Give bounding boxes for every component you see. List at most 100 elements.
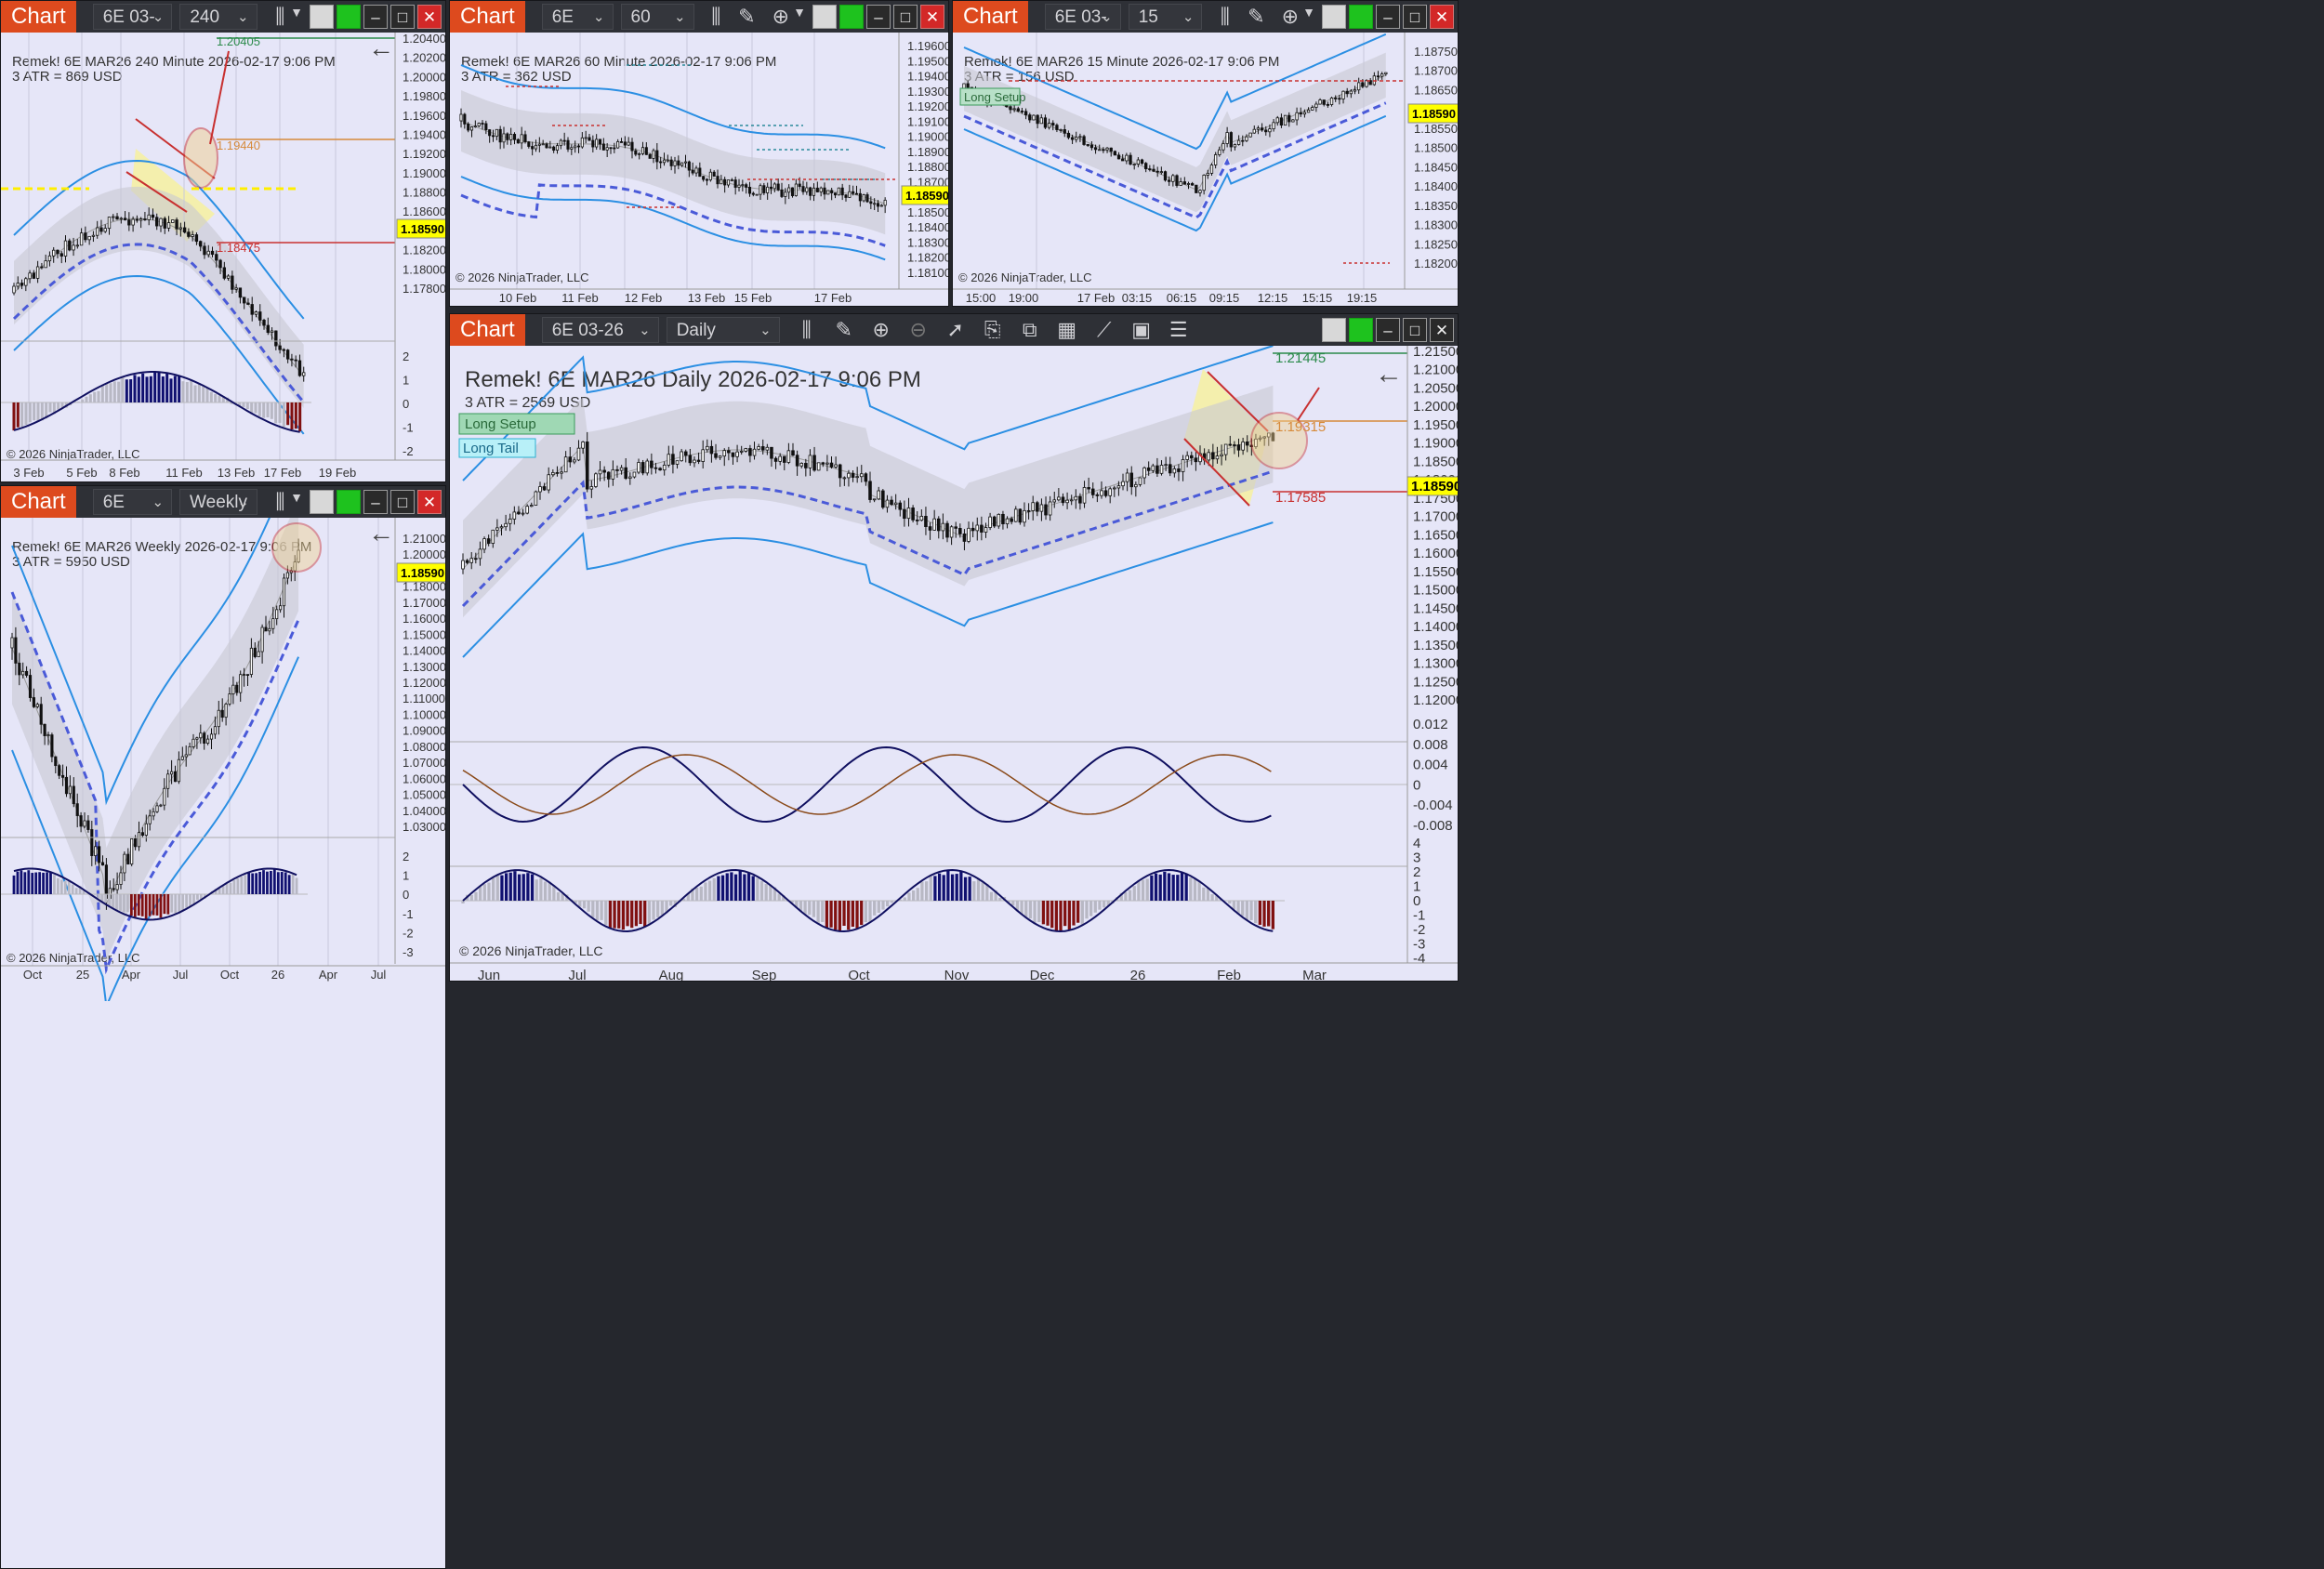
- link-toggle[interactable]: [812, 5, 837, 29]
- instrument-selector[interactable]: 6E 03-26⌄: [92, 4, 173, 53]
- chart-tab[interactable]: Chart: [450, 1, 525, 33]
- candle-body: [1163, 171, 1168, 181]
- close-button[interactable]: ✕: [1430, 318, 1454, 342]
- properties-icon[interactable]: ⧉: [1022, 318, 1037, 341]
- templates-icon[interactable]: ▣: [1131, 318, 1152, 341]
- histogram-bar: [691, 888, 694, 901]
- strategies-icon[interactable]: ⟋: [1096, 318, 1112, 341]
- candle-body: [1380, 73, 1384, 77]
- histogram-bar: [1072, 901, 1076, 926]
- chevron-down-icon[interactable]: ▼: [1302, 5, 1315, 20]
- data-box-icon[interactable]: ⎘: [984, 318, 1001, 341]
- price-chart-daily[interactable]: Remek! 6E MAR26 Daily 2026-02-17 9:06 PM…: [450, 346, 1459, 982]
- zoom-out-icon[interactable]: ⊖: [909, 318, 927, 341]
- green-indicator[interactable]: [337, 5, 361, 29]
- close-button[interactable]: ✕: [1430, 5, 1455, 29]
- instrument-selector[interactable]: 6E 03-26⌄: [541, 317, 659, 343]
- interval-selector[interactable]: 15 Minute⌄: [1128, 4, 1203, 53]
- histogram-bar: [266, 871, 269, 894]
- link-toggle[interactable]: [1322, 5, 1347, 29]
- bar-type-icon[interactable]: ⫼: [275, 5, 285, 28]
- candle-body: [1260, 127, 1264, 131]
- instrument-selector[interactable]: 6E 03-26⌄: [541, 4, 614, 53]
- bar-type-icon[interactable]: ⫼: [275, 490, 285, 513]
- price-chart-15[interactable]: Remek! 6E MAR26 15 Minute 2026-02-17 9:0…: [953, 33, 1459, 307]
- maximize-button[interactable]: □: [390, 5, 415, 29]
- bar-type-icon[interactable]: ⫼: [801, 318, 812, 341]
- bar-type-icon[interactable]: ⫼: [711, 5, 721, 28]
- candle-body: [199, 241, 203, 247]
- price-chart-240[interactable]: Remek! 6E MAR26 240 Minute 2026-02-17 9:…: [1, 33, 446, 482]
- osc-tick: 1: [403, 869, 409, 883]
- minimize-button[interactable]: –: [1376, 318, 1400, 342]
- candle-body: [680, 162, 684, 166]
- chart-tab[interactable]: Chart: [450, 314, 525, 346]
- chart-tab[interactable]: Chart: [1, 486, 76, 518]
- candle-body: [523, 134, 527, 143]
- zoom-icon[interactable]: ⊕: [772, 5, 789, 28]
- indicators-icon[interactable]: ▦: [1057, 318, 1077, 341]
- histogram-bar: [924, 881, 929, 901]
- chart-tab[interactable]: Chart: [1, 1, 76, 33]
- pointer-icon[interactable]: ➚: [946, 318, 964, 341]
- maximize-button[interactable]: □: [390, 490, 415, 514]
- minimize-button[interactable]: –: [1376, 5, 1401, 29]
- close-button[interactable]: ✕: [417, 5, 442, 29]
- zoom-in-icon[interactable]: ⊕: [872, 318, 890, 341]
- instrument-selector[interactable]: 6E MAR26⌄: [92, 489, 173, 538]
- chevron-down-icon[interactable]: ▼: [290, 5, 303, 20]
- histogram-bar: [238, 402, 242, 407]
- link-toggle[interactable]: [310, 490, 334, 514]
- price-chart-weekly[interactable]: Remek! 6E MAR26 Weekly 2026-02-17 9:06 P…: [1, 518, 446, 1001]
- interval-selector[interactable]: Weekly ⌄: [179, 489, 257, 515]
- close-button[interactable]: ✕: [920, 5, 944, 29]
- green-indicator[interactable]: [1349, 318, 1373, 342]
- candle-body: [1116, 154, 1121, 160]
- minimize-button[interactable]: –: [866, 5, 891, 29]
- interval-selector[interactable]: Daily ⌄: [666, 317, 780, 343]
- green-indicator[interactable]: [839, 5, 864, 29]
- lower-band: [460, 176, 886, 261]
- candle-body: [962, 534, 967, 542]
- chevron-down-icon[interactable]: ▼: [793, 5, 806, 20]
- maximize-button[interactable]: □: [893, 5, 918, 29]
- histogram-bar: [245, 402, 249, 410]
- histogram-bar: [12, 875, 16, 894]
- link-toggle[interactable]: [310, 5, 334, 29]
- long-setup-badge: [458, 413, 575, 435]
- candle-body: [1194, 457, 1198, 463]
- back-arrow-icon[interactable]: ←: [368, 519, 394, 547]
- interval-selector[interactable]: 60 Minute⌄: [620, 4, 694, 53]
- candle-body: [260, 626, 264, 653]
- candle-body: [1151, 465, 1155, 471]
- candle-body: [289, 570, 293, 574]
- histogram-bar: [665, 901, 668, 914]
- maximize-button[interactable]: □: [1403, 318, 1427, 342]
- candle-body: [508, 519, 512, 524]
- bar-type-icon[interactable]: ⫼: [1220, 5, 1230, 28]
- candle-body: [1376, 75, 1380, 78]
- back-arrow-icon[interactable]: ←: [368, 33, 394, 62]
- minimize-button[interactable]: –: [363, 5, 388, 29]
- date-tick: Dec: [1030, 968, 1055, 982]
- draw-tool-icon[interactable]: ✎: [1248, 5, 1265, 28]
- minimize-button[interactable]: –: [363, 490, 388, 514]
- green-indicator[interactable]: [1349, 5, 1374, 29]
- candle-body: [75, 244, 80, 247]
- candle-body: [1039, 504, 1044, 512]
- close-button[interactable]: ✕: [417, 490, 442, 514]
- chevron-down-icon[interactable]: ▼: [290, 490, 303, 505]
- instrument-selector[interactable]: 6E 03-26⌄: [1044, 4, 1121, 53]
- interval-selector[interactable]: 240 Minute⌄: [179, 4, 257, 53]
- maximize-button[interactable]: □: [1403, 5, 1428, 29]
- draw-tool-icon[interactable]: ✎: [738, 5, 756, 28]
- back-arrow-icon[interactable]: ←: [1375, 359, 1403, 389]
- green-indicator[interactable]: [337, 490, 361, 514]
- link-toggle[interactable]: [1322, 318, 1346, 342]
- price-chart-60[interactable]: Remek! 6E MAR26 60 Minute 2026-02-17 9:0…: [450, 33, 949, 307]
- chart-tab[interactable]: Chart: [953, 1, 1028, 33]
- draw-tool-icon[interactable]: ✎: [835, 318, 852, 341]
- zoom-icon[interactable]: ⊕: [1281, 5, 1300, 28]
- list-icon[interactable]: ☰: [1169, 318, 1188, 341]
- candle-body: [966, 83, 970, 88]
